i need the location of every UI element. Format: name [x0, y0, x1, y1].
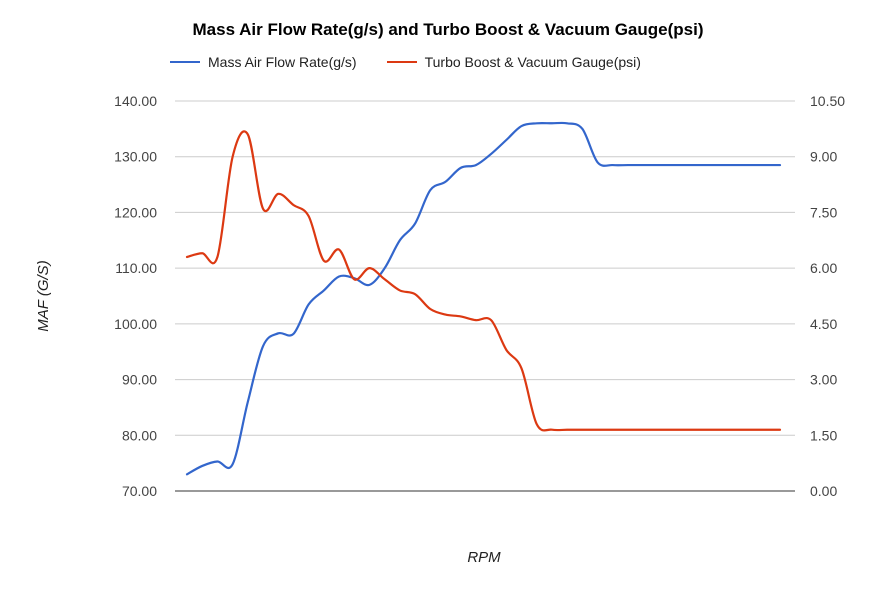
series-line-maf — [185, 121, 782, 476]
y-right-tick-label: 3.00 — [810, 372, 837, 388]
y-axis-title: MAF (G/S) — [35, 260, 52, 331]
legend-item-boost[interactable]: Turbo Boost & Vacuum Gauge(psi) — [386, 54, 641, 70]
y-tick-label: 80.00 — [122, 427, 157, 443]
legend-label-maf: Mass Air Flow Rate(g/s) — [208, 54, 357, 70]
y-tick-label: 140.00 — [114, 93, 157, 109]
y-tick-label: 110.00 — [115, 260, 157, 276]
x-axis-title: RPM — [467, 549, 501, 566]
y-right-tick-label: 0.00 — [810, 483, 837, 499]
legend-label-boost: Turbo Boost & Vacuum Gauge(psi) — [424, 54, 641, 70]
y-right-tick-label: 4.50 — [810, 316, 837, 332]
y-tick-label: 70.00 — [122, 483, 157, 499]
y-right-tick-label: 9.00 — [810, 149, 837, 165]
y-right-tick-label: 10.50 — [810, 93, 845, 109]
y-tick-label: 90.00 — [122, 372, 157, 388]
legend-swatch-boost — [386, 61, 417, 63]
legend-swatch-maf — [170, 61, 200, 63]
y-right-tick-label: 1.50 — [810, 427, 837, 443]
y-tick-label: 100.00 — [114, 316, 157, 332]
y-right-tick-label: 7.50 — [810, 204, 837, 220]
chart-title: Mass Air Flow Rate(g/s) and Turbo Boost … — [192, 20, 704, 39]
y-tick-label: 130.00 — [114, 149, 157, 165]
y-right-tick-label: 6.00 — [810, 260, 837, 276]
series-line-boost — [185, 130, 782, 432]
legend-item-maf[interactable]: Mass Air Flow Rate(g/s) — [170, 54, 357, 70]
legend: Mass Air Flow Rate(g/s) Turbo Boost & Va… — [170, 54, 671, 70]
y-tick-label: 120.00 — [114, 204, 157, 220]
